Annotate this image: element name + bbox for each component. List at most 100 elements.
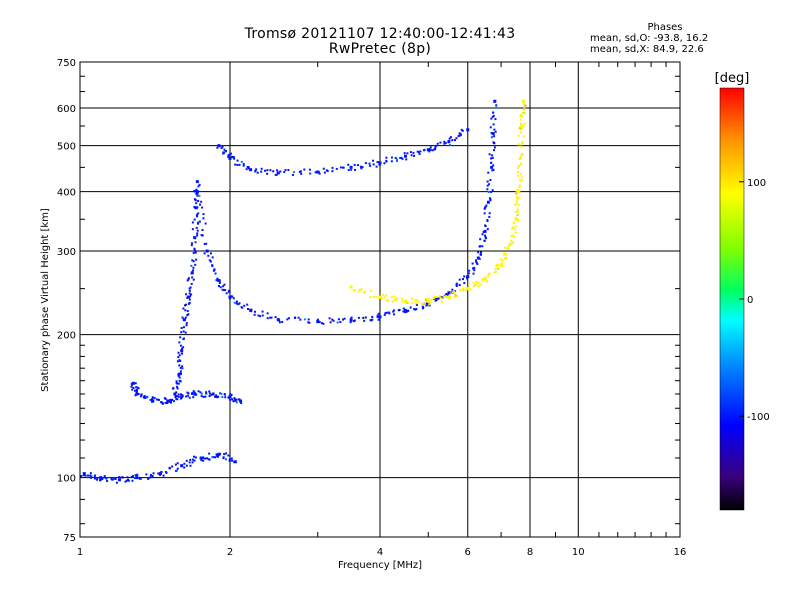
- echo-point: [491, 154, 494, 157]
- echo-point: [182, 330, 185, 333]
- echo-point: [168, 467, 171, 470]
- echo-point: [518, 185, 521, 188]
- echo-point: [516, 210, 519, 213]
- echo-point: [200, 200, 203, 203]
- echo-point: [505, 253, 508, 256]
- echo-point: [416, 150, 419, 153]
- echo-point: [186, 310, 189, 313]
- echo-point: [194, 241, 197, 244]
- echo-point: [193, 392, 197, 396]
- echo-point: [229, 399, 232, 402]
- echo-point: [428, 150, 431, 153]
- echo-point: [200, 395, 203, 398]
- echo-point: [357, 164, 360, 167]
- echo-point: [179, 393, 182, 396]
- echo-point: [512, 221, 515, 224]
- echo-point: [225, 292, 228, 295]
- echo-point: [448, 297, 451, 300]
- echo-point: [293, 171, 296, 174]
- echo-point: [404, 311, 407, 314]
- echo-point: [111, 478, 114, 481]
- y-tick-label: 750: [57, 58, 76, 69]
- echo-point: [519, 115, 522, 118]
- echo-point: [209, 260, 212, 263]
- x-axis: 1 2 4 6 8 10 16: [77, 62, 686, 558]
- echo-point: [464, 289, 467, 292]
- echo-point: [214, 395, 217, 398]
- echo-point: [494, 130, 497, 133]
- echo-point: [208, 390, 211, 393]
- echo-point: [144, 396, 147, 399]
- echo-point: [201, 234, 204, 237]
- echo-point: [488, 183, 491, 186]
- echo-point: [405, 310, 408, 313]
- echo-point: [215, 279, 218, 282]
- echo-point: [375, 165, 378, 168]
- echo-point: [163, 397, 166, 400]
- echo-point: [415, 303, 418, 306]
- echo-point: [234, 399, 237, 402]
- echo-point: [519, 172, 522, 175]
- echo-point: [342, 318, 345, 321]
- echo-point: [308, 321, 311, 324]
- echo-point: [402, 310, 405, 313]
- echo-point: [375, 295, 378, 298]
- echo-point: [476, 256, 480, 260]
- echo-point: [523, 122, 526, 125]
- echo-point: [199, 391, 202, 394]
- echo-point: [496, 263, 499, 266]
- echo-point: [297, 316, 300, 319]
- echo-point: [133, 389, 136, 392]
- echo-point: [331, 170, 334, 173]
- echo-point: [233, 398, 236, 401]
- y-axis-label: Stationary phase Virtual Height [km]: [40, 208, 51, 392]
- echo-point: [197, 221, 200, 224]
- echo-point: [180, 352, 183, 355]
- echo-point: [436, 142, 439, 145]
- echo-point: [493, 146, 496, 149]
- echo-point: [202, 459, 205, 462]
- echo-point: [486, 200, 490, 204]
- echo-point: [135, 392, 139, 396]
- echo-point: [190, 293, 193, 296]
- echo-point: [195, 258, 198, 261]
- echo-point: [105, 477, 108, 480]
- echo-point: [93, 475, 96, 478]
- echo-point: [196, 232, 199, 235]
- echo-point: [233, 301, 236, 304]
- echo-point: [390, 295, 393, 298]
- echo-point: [328, 317, 331, 320]
- echo-point: [504, 256, 507, 259]
- echo-point: [239, 399, 243, 403]
- echo-point: [264, 169, 267, 172]
- echo-point: [478, 245, 481, 248]
- echo-point: [490, 161, 493, 164]
- echo-point: [134, 477, 137, 480]
- echo-point: [151, 396, 154, 399]
- echo-point: [115, 481, 118, 484]
- echo-point: [90, 476, 93, 479]
- echo-point: [179, 380, 182, 383]
- echo-point: [266, 172, 269, 175]
- echo-point: [403, 299, 407, 303]
- echo-point: [240, 402, 243, 405]
- echo-point: [204, 222, 207, 225]
- echo-trace: [216, 128, 470, 176]
- echo-point: [459, 132, 462, 135]
- echo-point: [223, 453, 226, 456]
- echo-point: [270, 316, 273, 319]
- echo-point: [195, 226, 198, 229]
- echo-point: [151, 398, 154, 401]
- echo-point: [451, 291, 454, 294]
- echo-point: [370, 289, 373, 292]
- echo-point: [364, 162, 367, 165]
- echo-point: [377, 318, 380, 321]
- colorbar: [deg] 100 0 -100: [715, 71, 770, 511]
- echo-point: [435, 296, 438, 299]
- echo-point: [169, 400, 172, 403]
- x-tick-label: 10: [572, 547, 585, 558]
- echo-point: [249, 308, 253, 312]
- y-tick-label: 75: [63, 533, 76, 544]
- echo-point: [234, 163, 237, 166]
